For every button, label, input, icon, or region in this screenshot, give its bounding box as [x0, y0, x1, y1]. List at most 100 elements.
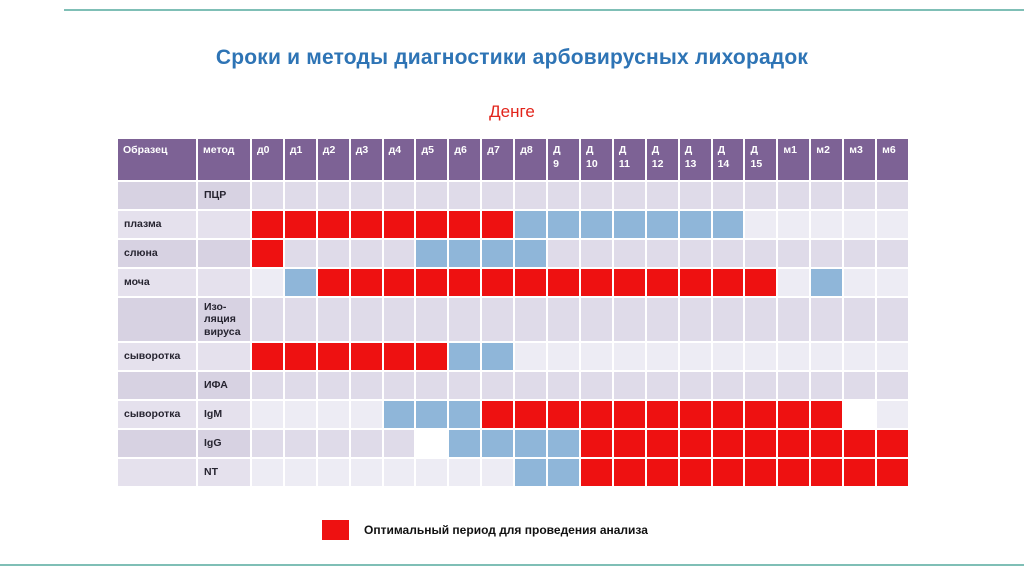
day-cell: [877, 211, 908, 238]
day-cell: [844, 211, 876, 238]
possible-period-cell: [416, 401, 448, 429]
day-cell: [515, 182, 547, 209]
method-label: Изо- ляция вируса: [198, 298, 250, 342]
optimal-period-cell: [317, 211, 349, 238]
method-label: [198, 211, 250, 238]
sample-label: моча: [118, 269, 196, 296]
column-header: м6: [877, 139, 908, 180]
day-cell: [745, 343, 777, 371]
optimal-period-cell: [350, 269, 382, 296]
day-cell: [877, 343, 908, 371]
possible-period-cell: [679, 211, 711, 238]
optimal-period-cell: [580, 269, 612, 296]
column-header: д6: [449, 139, 481, 180]
optimal-period-cell: [745, 401, 777, 429]
day-cell: [416, 298, 448, 342]
day-cell: [252, 372, 283, 400]
optimal-period-cell: [449, 211, 481, 238]
day-cell: [778, 343, 810, 371]
possible-period-cell: [284, 269, 316, 296]
day-cell: [646, 298, 678, 342]
day-cell: [416, 372, 448, 400]
table-row: слюна: [118, 240, 908, 267]
optimal-period-cell: [449, 269, 481, 296]
sample-label: сыворотка: [118, 401, 196, 429]
day-cell: [252, 401, 283, 429]
day-cell: [580, 343, 612, 371]
column-header: м1: [778, 139, 810, 180]
column-header: Д 15: [745, 139, 777, 180]
day-cell: [416, 182, 448, 209]
day-cell: [580, 298, 612, 342]
method-label: NT: [198, 459, 250, 487]
optimal-period-cell: [482, 211, 514, 238]
optimal-period-cell: [284, 343, 316, 371]
optimal-period-cell: [646, 459, 678, 487]
day-cell: [778, 298, 810, 342]
optimal-period-cell: [284, 211, 316, 238]
day-cell: [284, 459, 316, 487]
legend: Оптимальный период для проведения анализ…: [322, 520, 648, 540]
possible-period-cell: [482, 240, 514, 267]
table-row: ПЦР: [118, 182, 908, 209]
optimal-period-cell: [646, 430, 678, 458]
optimal-period-cell: [613, 269, 645, 296]
day-cell: [811, 343, 843, 371]
table-row: сыворотка IgM: [118, 401, 908, 429]
method-label: ИФА: [198, 372, 250, 400]
day-cell: [745, 240, 777, 267]
day-cell: [548, 298, 579, 342]
optimal-period-cell: [646, 401, 678, 429]
day-cell: [679, 372, 711, 400]
optimal-period-cell: [613, 430, 645, 458]
table-row: ИФА: [118, 372, 908, 400]
day-cell: [317, 240, 349, 267]
day-cell: [284, 298, 316, 342]
day-cell: [383, 298, 415, 342]
day-cell: [317, 459, 349, 487]
legend-label: Оптимальный период для проведения анализ…: [364, 523, 648, 537]
day-cell: [778, 240, 810, 267]
optimal-period-cell: [811, 459, 843, 487]
column-header: Д 14: [712, 139, 744, 180]
column-header: Д 12: [646, 139, 678, 180]
day-cell: [350, 430, 382, 458]
day-cell: [580, 240, 612, 267]
possible-period-cell: [449, 343, 481, 371]
day-cell: [877, 269, 908, 296]
possible-period-cell: [449, 430, 481, 458]
optimal-period-cell: [712, 269, 744, 296]
day-cell: [383, 182, 415, 209]
possible-period-cell: [613, 211, 645, 238]
optimal-period-cell: [679, 401, 711, 429]
day-cell: [449, 459, 481, 487]
sample-label: слюна: [118, 240, 196, 267]
day-cell: [449, 298, 481, 342]
day-cell: [317, 182, 349, 209]
day-cell: [449, 372, 481, 400]
optimal-period-cell: [745, 269, 777, 296]
day-cell: [383, 240, 415, 267]
sample-label: [118, 430, 196, 458]
sample-label: [118, 372, 196, 400]
day-cell: [548, 343, 579, 371]
method-label: [198, 269, 250, 296]
day-cell: [482, 372, 514, 400]
day-cell: [252, 298, 283, 342]
optimal-period-cell: [811, 430, 843, 458]
day-cell: [844, 298, 876, 342]
day-cell: [252, 269, 283, 296]
optimal-period-cell: [712, 401, 744, 429]
day-cell: [350, 298, 382, 342]
day-cell: [548, 372, 579, 400]
day-cell: [712, 372, 744, 400]
method-label: [198, 343, 250, 371]
method-label: ПЦР: [198, 182, 250, 209]
day-cell: [844, 240, 876, 267]
possible-period-cell: [449, 240, 481, 267]
optimal-period-cell: [745, 459, 777, 487]
column-header: д7: [482, 139, 514, 180]
optimal-period-cell: [515, 401, 547, 429]
